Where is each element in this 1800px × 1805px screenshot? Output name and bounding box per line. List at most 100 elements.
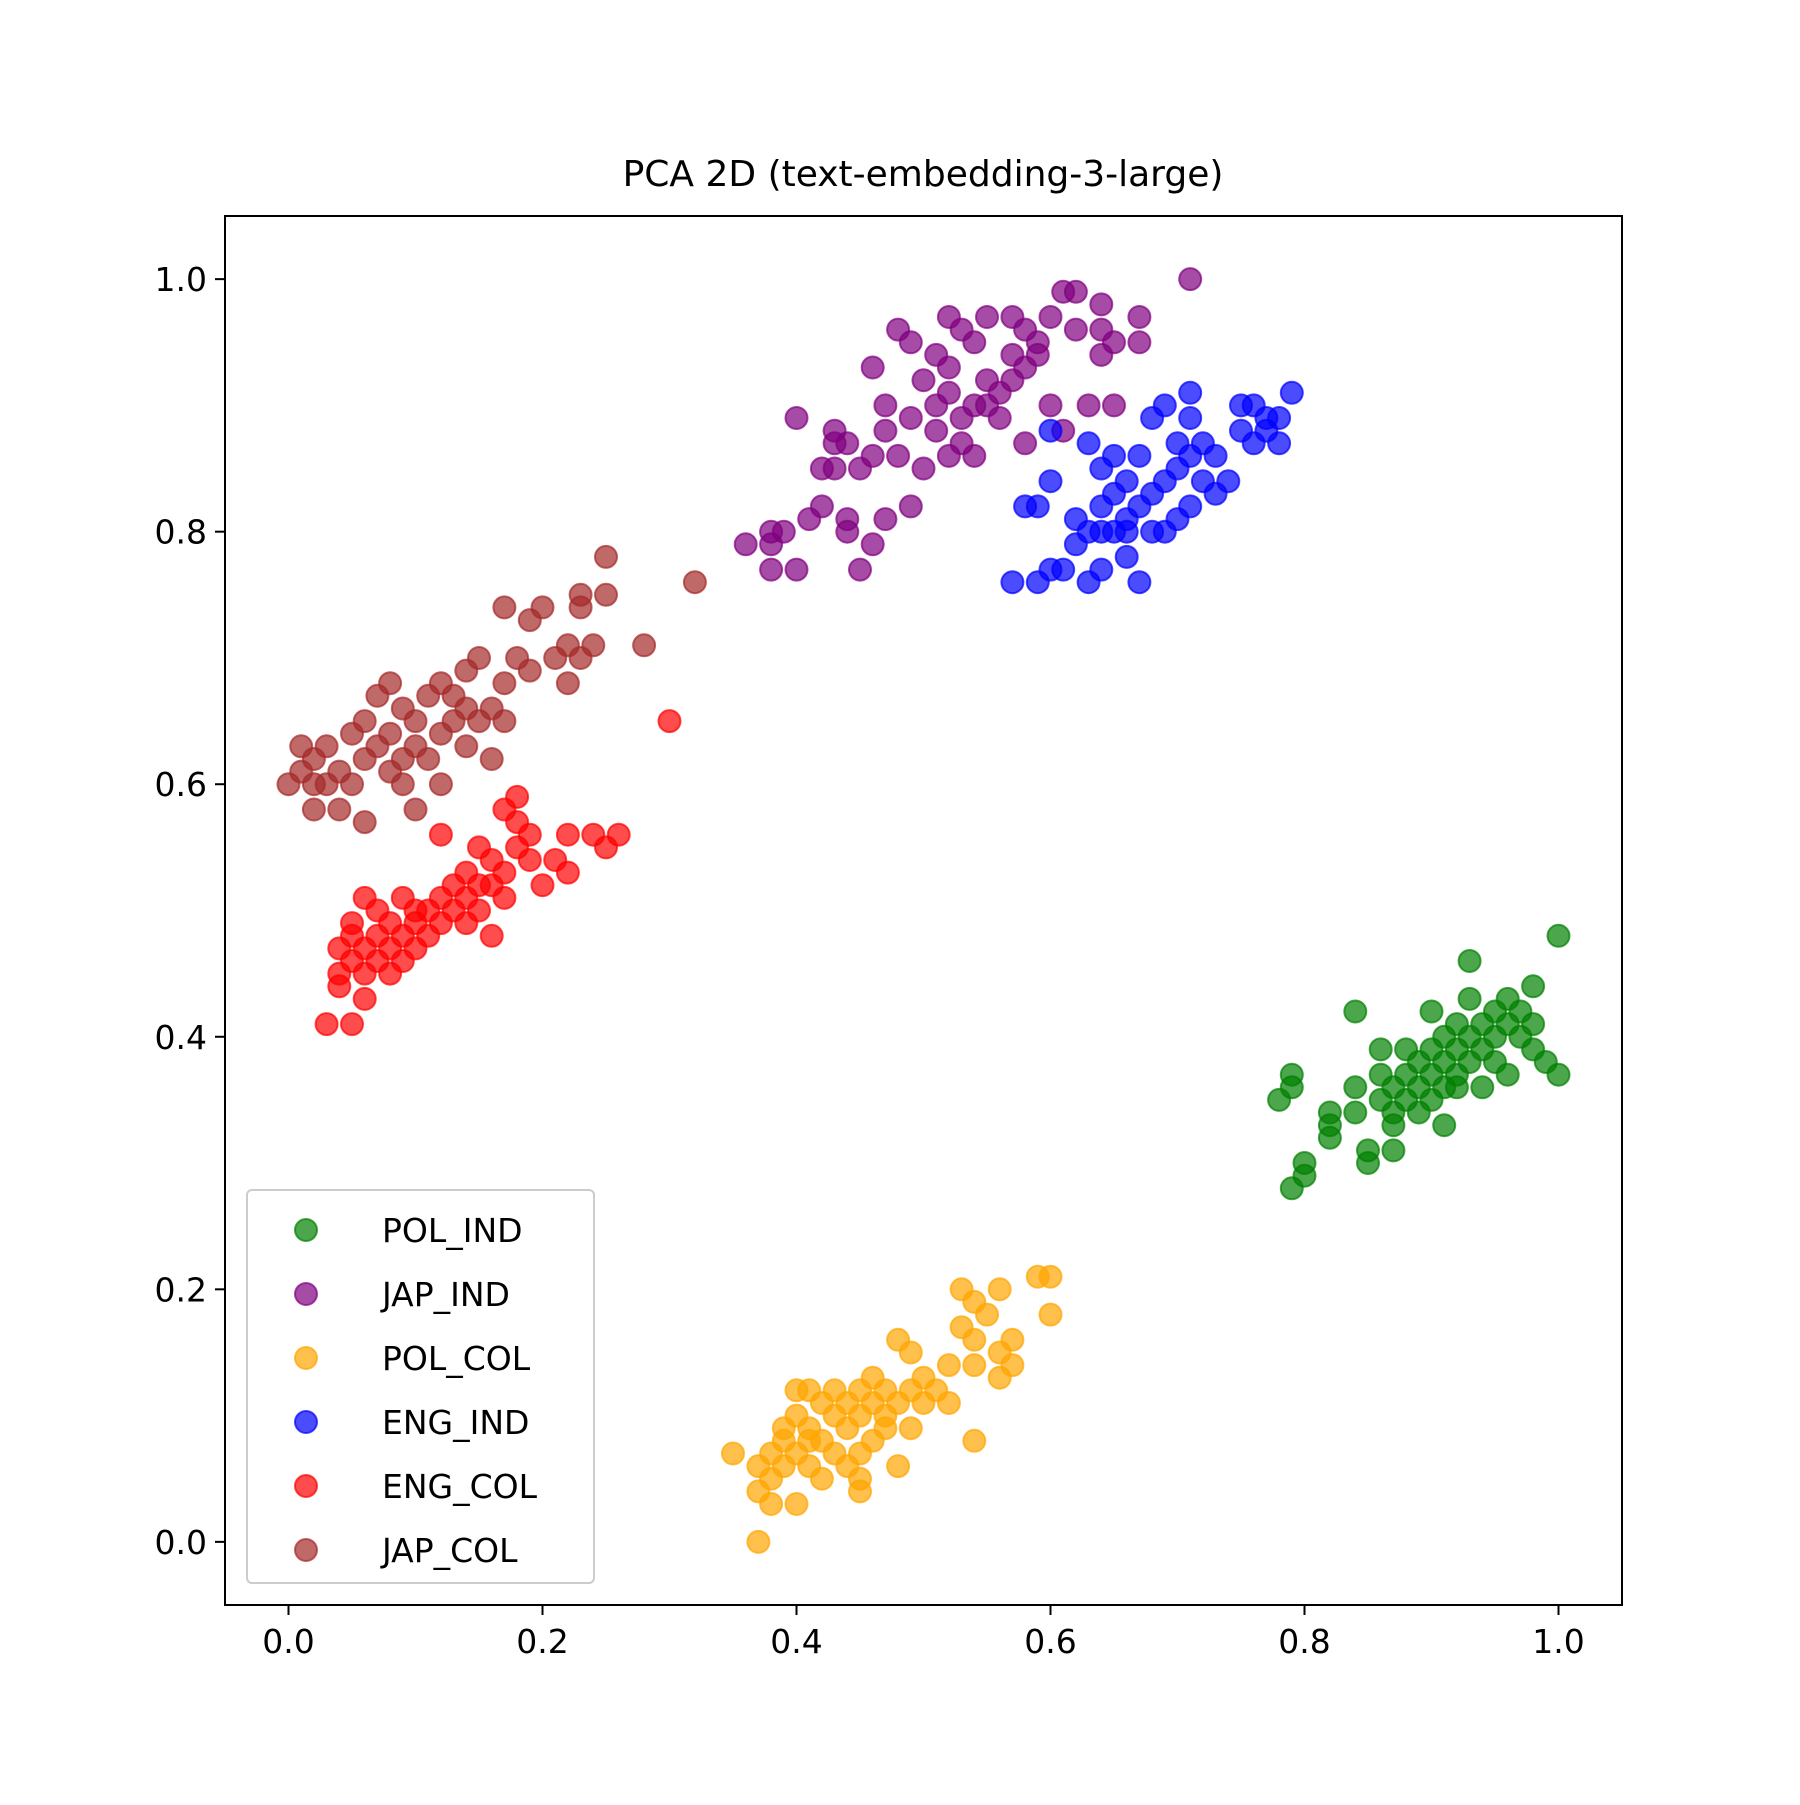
data-point xyxy=(428,772,453,797)
data-point xyxy=(1343,1100,1368,1125)
series-pol-ind xyxy=(1267,923,1571,1201)
data-point xyxy=(1038,1264,1063,1289)
data-point xyxy=(340,911,364,936)
data-point xyxy=(1419,999,1444,1024)
data-point xyxy=(352,810,377,835)
data-point xyxy=(784,1492,809,1516)
data-point xyxy=(911,456,936,481)
data-point xyxy=(848,557,872,582)
data-point xyxy=(327,797,352,822)
data-point xyxy=(340,772,364,797)
data-point xyxy=(962,443,987,468)
data-point xyxy=(873,507,898,532)
data-point xyxy=(1089,557,1114,582)
data-point xyxy=(822,456,847,481)
data-point xyxy=(1470,1075,1495,1100)
data-point xyxy=(936,380,961,405)
data-point xyxy=(759,557,784,582)
data-point xyxy=(936,1391,961,1415)
data-point xyxy=(1279,1075,1304,1100)
data-point xyxy=(517,822,542,847)
data-point xyxy=(568,582,593,607)
data-point xyxy=(1356,1138,1380,1163)
series-eng-col xyxy=(314,709,682,1037)
data-point xyxy=(289,734,314,759)
data-point xyxy=(1025,330,1050,355)
data-point xyxy=(1343,999,1368,1024)
data-point xyxy=(987,1277,1012,1302)
data-point xyxy=(403,709,428,734)
data-point xyxy=(505,784,530,809)
x-tick-label: 0.4 xyxy=(770,1622,822,1661)
data-point xyxy=(682,570,707,595)
legend-label: POL_IND xyxy=(382,1211,523,1250)
data-point xyxy=(1178,380,1203,405)
legend-marker xyxy=(294,1218,318,1242)
data-point xyxy=(1063,317,1088,342)
legend-label: POL_COL xyxy=(382,1339,531,1378)
data-point xyxy=(352,986,377,1011)
data-point xyxy=(314,1012,339,1037)
data-point xyxy=(594,544,618,569)
data-point xyxy=(1038,418,1063,443)
data-point xyxy=(1051,557,1076,582)
data-point xyxy=(1521,974,1546,999)
data-point xyxy=(1076,393,1101,418)
data-point xyxy=(352,709,377,734)
data-point xyxy=(555,822,580,847)
data-point xyxy=(301,797,326,822)
data-point xyxy=(378,721,403,746)
data-point xyxy=(1127,330,1152,355)
data-point xyxy=(555,860,580,885)
data-point xyxy=(898,494,923,519)
data-point xyxy=(1127,305,1152,329)
data-point xyxy=(784,406,809,430)
data-point xyxy=(975,305,999,329)
data-point xyxy=(784,557,809,582)
data-point xyxy=(1521,1012,1546,1037)
data-point xyxy=(1457,949,1482,973)
data-point xyxy=(835,519,860,544)
data-point xyxy=(390,772,415,797)
data-point xyxy=(314,734,339,759)
data-point xyxy=(911,368,936,393)
x-tick-label: 0.8 xyxy=(1278,1622,1330,1661)
data-point xyxy=(517,848,542,872)
data-point xyxy=(1495,1062,1520,1087)
data-point xyxy=(809,494,834,519)
data-point xyxy=(1000,1353,1025,1378)
data-point xyxy=(1114,519,1139,544)
data-point xyxy=(898,1416,923,1441)
data-point xyxy=(1432,1113,1457,1138)
data-point xyxy=(1114,469,1139,494)
legend-label: ENG_IND xyxy=(382,1403,529,1442)
legend-marker xyxy=(294,1538,318,1562)
data-point xyxy=(1127,570,1152,595)
legend-marker xyxy=(294,1410,318,1434)
data-point xyxy=(492,885,517,910)
data-point xyxy=(1152,519,1177,544)
data-point xyxy=(1038,469,1063,494)
data-point xyxy=(1089,292,1114,317)
data-point xyxy=(962,1428,987,1453)
data-point xyxy=(1038,393,1063,418)
y-axis: 0.0 0.2 0.4 0.6 0.8 1.0 xyxy=(155,260,225,1562)
data-point xyxy=(606,822,631,847)
series-jap-col xyxy=(276,544,707,835)
data-point xyxy=(962,1353,987,1378)
data-point xyxy=(1317,1113,1342,1138)
data-point xyxy=(340,1012,364,1037)
data-point xyxy=(1343,1075,1368,1100)
data-point xyxy=(1381,1113,1406,1138)
data-point xyxy=(1063,279,1088,304)
data-point xyxy=(492,671,517,696)
y-tick-label: 0.8 xyxy=(155,513,207,552)
data-point xyxy=(1038,1302,1063,1327)
data-point xyxy=(416,747,441,771)
x-tick-label: 1.0 xyxy=(1532,1622,1584,1661)
data-point xyxy=(873,393,898,418)
data-point xyxy=(1216,469,1241,494)
data-point xyxy=(467,646,491,670)
chart-title: PCA 2D (text-embedding-3-large) xyxy=(623,154,1224,195)
